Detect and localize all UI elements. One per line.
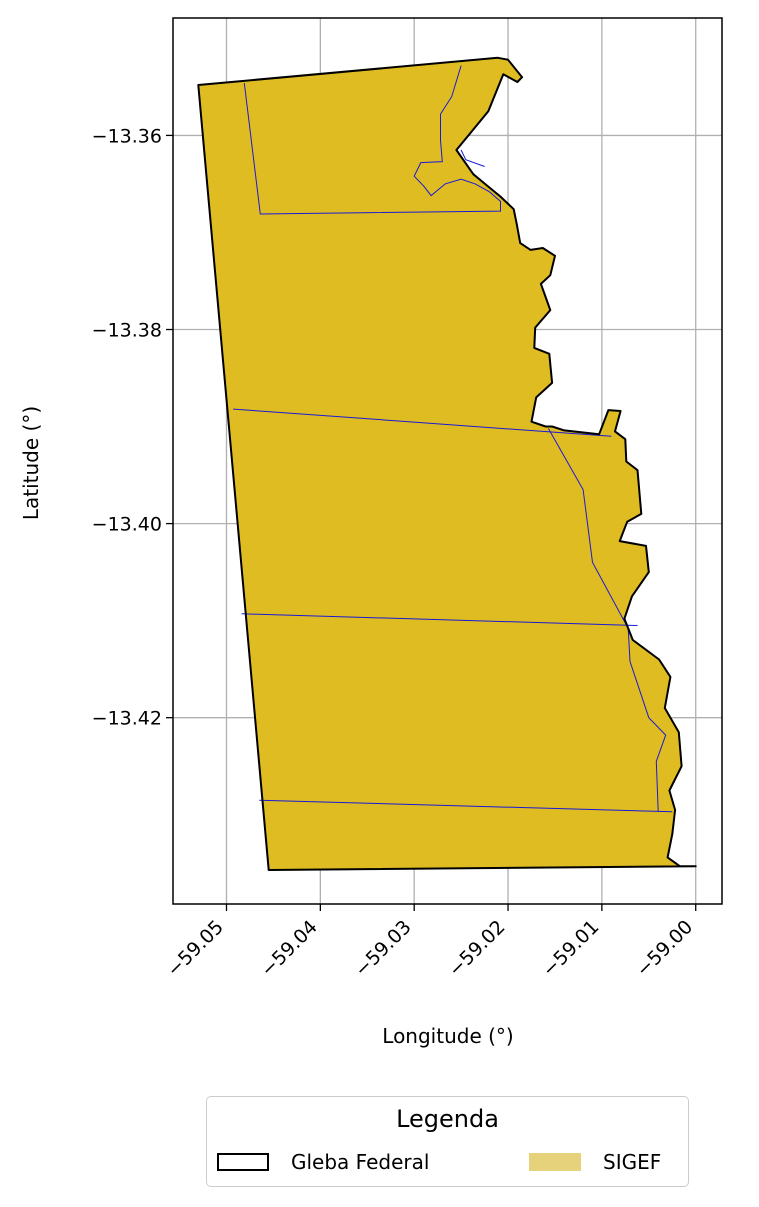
x-tick-label: −59.04 bbox=[257, 916, 322, 981]
parcel-boundary-line bbox=[547, 428, 667, 812]
legend-label-gleba-federal: Gleba Federal bbox=[291, 1150, 430, 1174]
legend-item-sigef: SIGEF bbox=[529, 1149, 661, 1175]
x-axis-label: Longitude (°) bbox=[382, 1024, 513, 1048]
parcel-boundary-line bbox=[460, 149, 485, 167]
x-tick-label: −59.03 bbox=[350, 916, 415, 981]
y-axis-label: Latitude (°) bbox=[19, 406, 43, 520]
y-tick-label: −13.38 bbox=[92, 320, 162, 342]
legend: Legenda Gleba Federal SIGEF bbox=[206, 1096, 689, 1187]
x-tick-label: −59.05 bbox=[163, 916, 228, 981]
sigef-area bbox=[198, 57, 696, 871]
parcel-boundary-line bbox=[243, 65, 501, 215]
y-tick-label: −13.42 bbox=[92, 708, 162, 730]
parcel-boundary-line bbox=[233, 408, 612, 437]
x-tick-label: −59.01 bbox=[538, 916, 603, 981]
legend-swatch-outline bbox=[217, 1153, 269, 1171]
x-tick-label: −59.00 bbox=[632, 916, 697, 981]
parcel-boundary-line bbox=[241, 613, 638, 626]
legend-swatch-fill bbox=[529, 1153, 581, 1171]
legend-label-sigef: SIGEF bbox=[603, 1150, 662, 1174]
legend-item-gleba-federal: Gleba Federal bbox=[217, 1149, 429, 1175]
x-tick-label: −59.02 bbox=[444, 916, 509, 981]
parcel-boundary-line bbox=[259, 799, 673, 813]
map-layers bbox=[197, 56, 697, 871]
plot-frame bbox=[172, 17, 723, 905]
legend-title: Legenda bbox=[396, 1105, 499, 1133]
y-tick-label: −13.40 bbox=[92, 514, 162, 536]
y-tick-label: −13.36 bbox=[92, 125, 162, 147]
gleba-federal-outline bbox=[197, 56, 697, 871]
